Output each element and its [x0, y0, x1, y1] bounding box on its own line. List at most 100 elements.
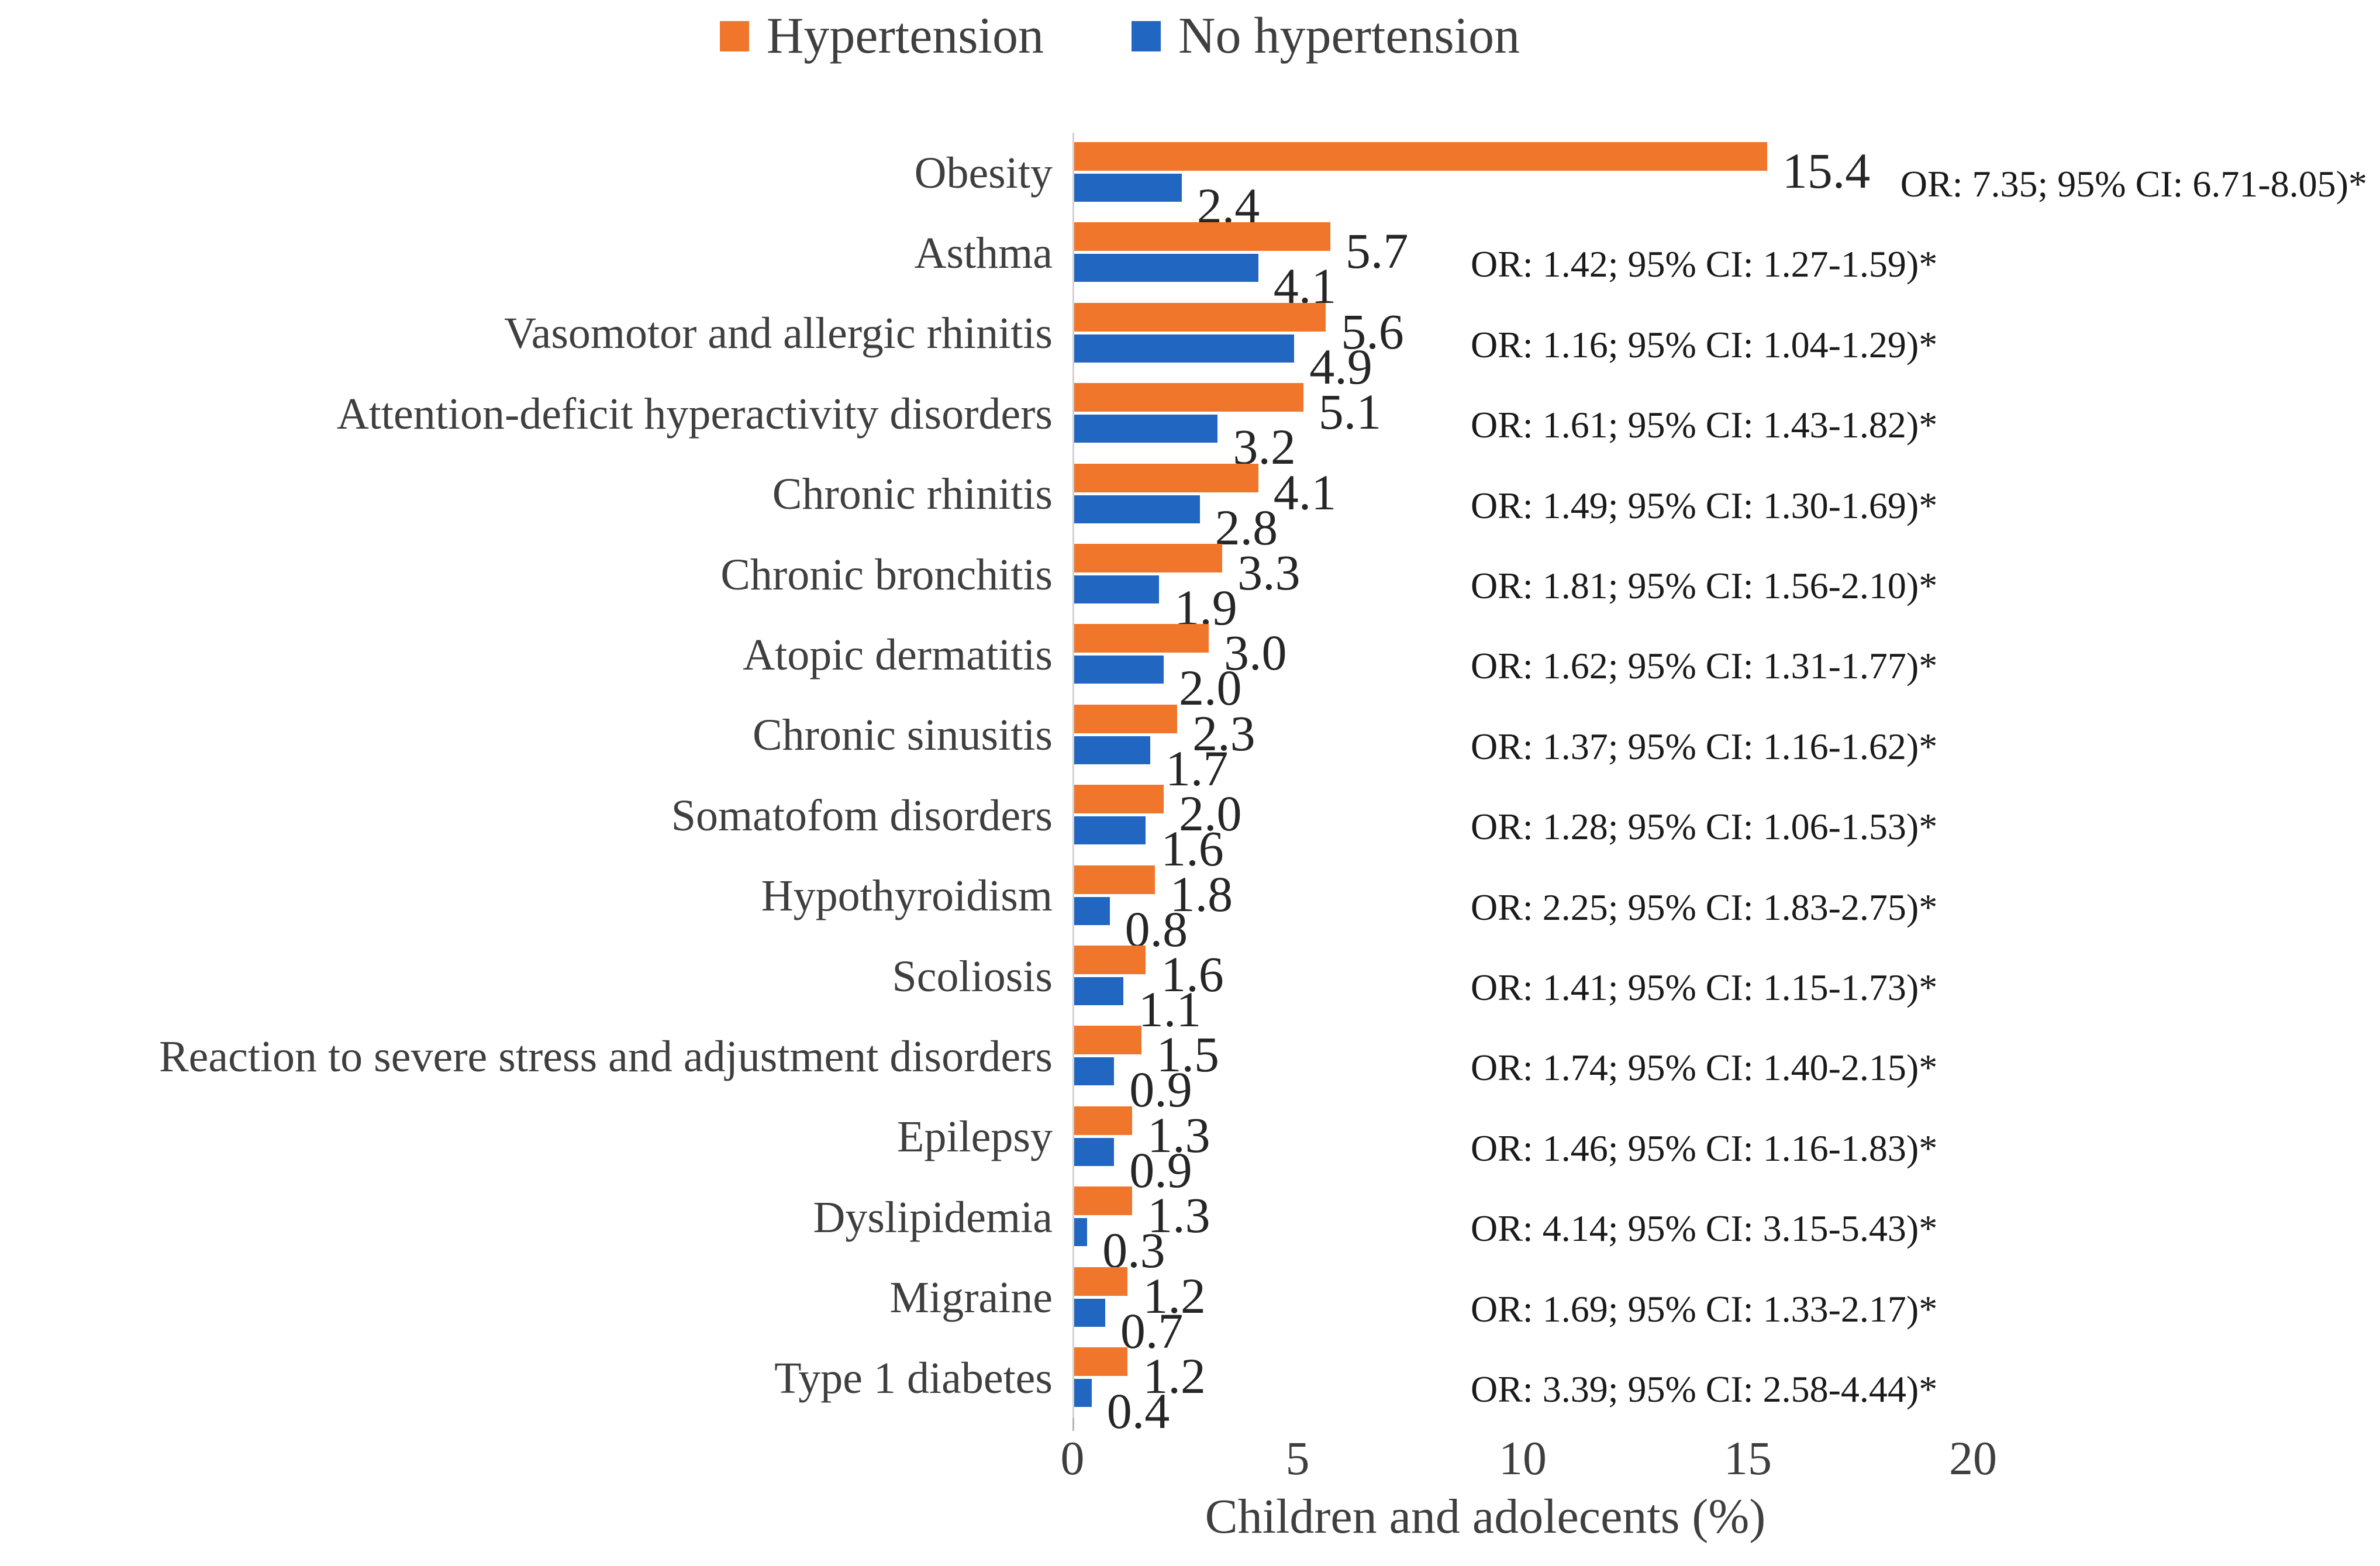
hypertension-value-label: 1.6 — [1161, 946, 1224, 1002]
category-label: Hypothyroidism — [761, 871, 1053, 921]
hypertension-bar — [1074, 1186, 1133, 1216]
no-hypertension-value-label: 4.9 — [1309, 338, 1372, 395]
hypertension-value-label: 1.8 — [1170, 865, 1233, 922]
no-hypertension-bar — [1074, 816, 1146, 845]
hypertension-value-label: 1.3 — [1147, 1187, 1210, 1244]
legend-item-no-hypertension: No hypertension — [1132, 11, 1520, 62]
category-label: Chronic sinusitis — [752, 710, 1053, 760]
no-hypertension-bar — [1074, 575, 1160, 603]
category-label: Chronic bronchitis — [720, 550, 1053, 599]
hypertension-value-label: 2.3 — [1192, 705, 1255, 761]
no-hypertension-bar — [1074, 1057, 1115, 1086]
no-hypertension-bar — [1074, 736, 1150, 764]
no-hypertension-bar — [1074, 1137, 1115, 1166]
hypertension-bar — [1074, 302, 1326, 332]
x-tick-label: 5 — [1285, 1432, 1310, 1485]
no-hypertension-value-label: 1.1 — [1138, 981, 1202, 1037]
hypertension-bar — [1074, 1026, 1141, 1055]
hypertension-swatch-icon — [719, 21, 749, 51]
no-hypertension-bar — [1074, 334, 1295, 363]
category-label: Type 1 diabetes — [774, 1353, 1053, 1403]
hypertension-value-label: 3.0 — [1224, 625, 1287, 681]
hypertension-bar — [1074, 785, 1164, 814]
no-hypertension-value-label: 0.9 — [1129, 1061, 1192, 1118]
hypertension-bar — [1074, 624, 1209, 653]
no-hypertension-value-label: 1.6 — [1161, 820, 1224, 877]
hypertension-bar — [1074, 383, 1303, 412]
hypertension-value-label: 2.0 — [1179, 785, 1242, 842]
odds-ratio-annotation: OR: 1.81; 95% CI: 1.56-2.10)* — [1471, 565, 1938, 606]
no-hypertension-bar — [1074, 1298, 1105, 1327]
odds-ratio-annotation: OR: 1.49; 95% CI: 1.30-1.69)* — [1471, 484, 1938, 526]
no-hypertension-bar — [1074, 656, 1164, 684]
no-hypertension-value-label: 0.9 — [1129, 1141, 1192, 1198]
no-hypertension-value-label: 2.8 — [1215, 499, 1278, 556]
no-hypertension-value-label: 1.7 — [1165, 740, 1229, 796]
axis-tick-mark — [1072, 1418, 1074, 1432]
odds-ratio-annotation: OR: 1.69; 95% CI: 1.33-2.17)* — [1471, 1288, 1938, 1330]
no-hypertension-value-label: 0.7 — [1120, 1302, 1184, 1359]
hypertension-bar — [1074, 1347, 1128, 1376]
odds-ratio-annotation: OR: 1.74; 95% CI: 1.40-2.15)* — [1471, 1047, 1938, 1089]
legend-label-hypertension: Hypertension — [766, 8, 1044, 64]
odds-ratio-annotation: OR: 1.61; 95% CI: 1.43-1.82)* — [1471, 404, 1938, 446]
category-label: Vasomotor and allergic rhinitis — [504, 309, 1053, 358]
hypertension-value-label: 15.4 — [1782, 143, 1871, 199]
odds-ratio-annotation: OR: 1.62; 95% CI: 1.31-1.77)* — [1471, 645, 1938, 687]
no-hypertension-bar — [1074, 174, 1182, 202]
hypertension-value-label: 1.3 — [1147, 1106, 1210, 1163]
no-hypertension-bar — [1074, 254, 1258, 282]
category-label: Reaction to severe stress and adjustment… — [158, 1032, 1053, 1081]
odds-ratio-annotation: OR: 1.41; 95% CI: 1.15-1.73)* — [1471, 967, 1938, 1008]
legend-label-no-hypertension: No hypertension — [1178, 8, 1520, 64]
x-tick-label: 10 — [1499, 1432, 1547, 1485]
odds-ratio-annotation: OR: 1.16; 95% CI: 1.04-1.29)* — [1471, 323, 1938, 365]
no-hypertension-bar — [1074, 1218, 1088, 1247]
category-label: Somatofom disorders — [671, 791, 1053, 840]
category-label: Scoliosis — [892, 951, 1053, 1001]
no-hypertension-swatch-icon — [1132, 21, 1161, 51]
hypertension-value-label: 5.7 — [1345, 223, 1409, 280]
hypertension-bar — [1074, 222, 1330, 251]
hypertension-bar — [1074, 463, 1258, 492]
hypertension-value-label: 1.5 — [1156, 1026, 1220, 1083]
x-tick-label: 20 — [1949, 1432, 1997, 1485]
hypertension-bar — [1074, 946, 1146, 974]
x-axis-title: Children and adolecents (%) — [1205, 1489, 1766, 1544]
no-hypertension-bar — [1074, 896, 1110, 925]
odds-ratio-annotation: OR: 1.28; 95% CI: 1.06-1.53)* — [1471, 806, 1938, 848]
odds-ratio-annotation: OR: 1.37; 95% CI: 1.16-1.62)* — [1471, 725, 1938, 767]
hypertension-bar — [1074, 865, 1155, 894]
legend-item-hypertension: Hypertension — [719, 8, 1044, 64]
hypertension-value-label: 3.3 — [1237, 544, 1301, 601]
category-label: Chronic rhinitis — [772, 470, 1053, 519]
category-label: Obesity — [914, 148, 1053, 198]
chart-legend: Hypertension No hypertension — [0, 11, 2310, 62]
odds-ratio-annotation: OR: 3.39; 95% CI: 2.58-4.44)* — [1471, 1368, 1938, 1410]
hypertension-bar — [1074, 544, 1223, 572]
hypertension-value-label: 5.6 — [1341, 303, 1404, 360]
no-hypertension-value-label: 2.0 — [1179, 660, 1242, 716]
category-label: Atopic dermatitis — [743, 630, 1053, 679]
no-hypertension-bar — [1074, 977, 1123, 1005]
hypertension-value-label: 1.2 — [1143, 1348, 1206, 1404]
category-label: Migraine — [889, 1273, 1053, 1323]
no-hypertension-value-label: 0.4 — [1106, 1383, 1170, 1439]
hypertension-bar — [1074, 142, 1767, 171]
odds-ratio-annotation: OR: 1.42; 95% CI: 1.27-1.59)* — [1471, 243, 1938, 285]
hypertension-value-label: 1.2 — [1143, 1267, 1206, 1324]
x-tick-label: 0 — [1060, 1432, 1085, 1485]
x-tick-label: 15 — [1724, 1432, 1772, 1485]
odds-ratio-annotation: OR: 4.14; 95% CI: 3.15-5.43)* — [1471, 1208, 1938, 1250]
no-hypertension-bar — [1074, 495, 1200, 523]
hypertension-value-label: 5.1 — [1318, 384, 1382, 440]
category-label: Dyslipidemia — [813, 1192, 1053, 1242]
no-hypertension-bar — [1074, 1379, 1092, 1407]
category-label: Attention-deficit hyperactivity disorder… — [336, 389, 1053, 439]
y-axis-line — [1072, 133, 1074, 1419]
hypertension-value-label: 4.1 — [1273, 464, 1337, 520]
no-hypertension-bar — [1074, 415, 1218, 443]
hypertension-bar — [1074, 704, 1178, 733]
hypertension-bar — [1074, 1267, 1128, 1296]
